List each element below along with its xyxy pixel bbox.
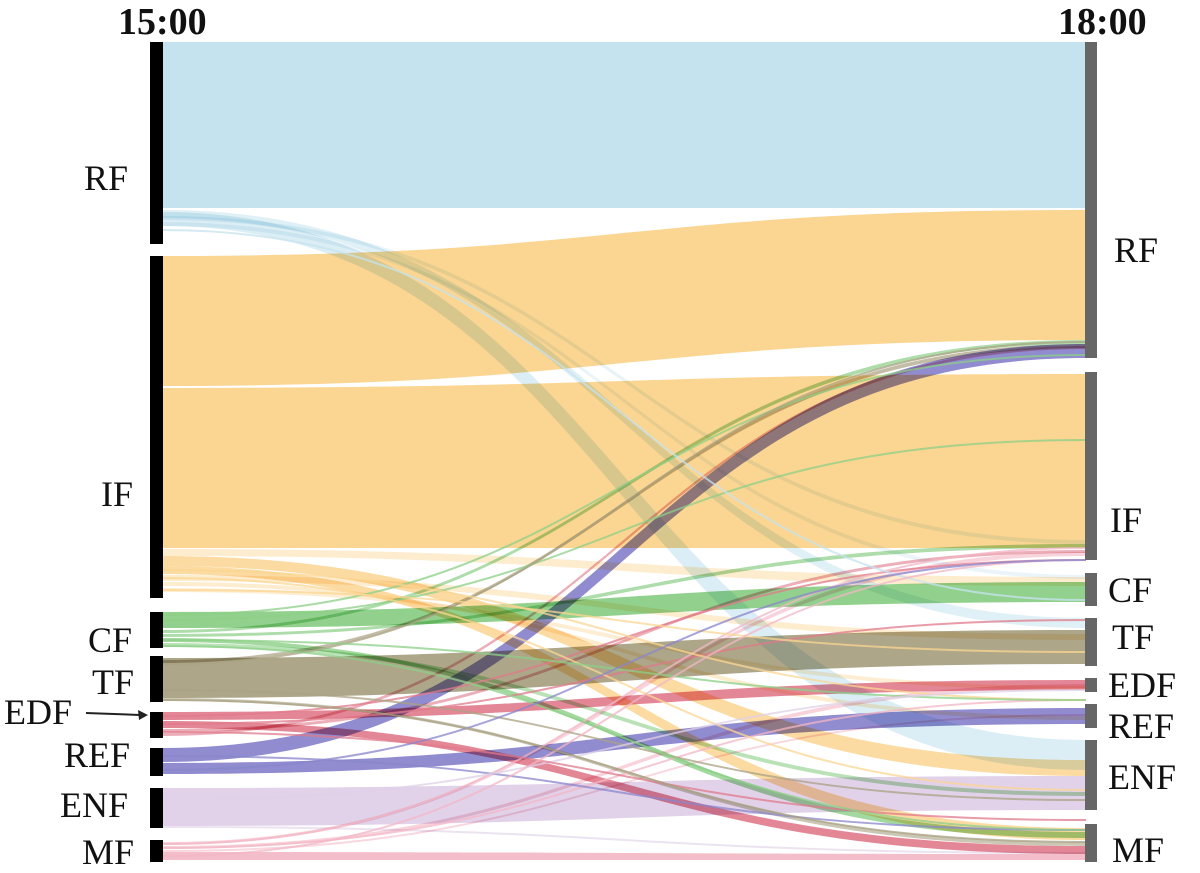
right-bar-mf: [1085, 824, 1097, 862]
flow-mf-to-if: [162, 552, 1086, 845]
thin-flow-enf: [161, 689, 1087, 801]
left-label-cf: CF: [88, 620, 133, 660]
right-bar-if: [1085, 372, 1097, 560]
flow-ref-to-ref: [162, 708, 1086, 774]
right-label-ref: REF: [1108, 706, 1175, 746]
thin-flow-edf: [161, 619, 1087, 725]
right-bar-tf: [1085, 618, 1097, 666]
left-bar-edf: [150, 712, 163, 738]
right-bar-cf: [1085, 573, 1097, 606]
left-bar-cf: [150, 612, 163, 648]
right-label-rf: RF: [1114, 230, 1159, 270]
thin-flow-ref: [161, 755, 1087, 831]
right-bar-enf: [1085, 740, 1097, 810]
node-bar-layer: [150, 42, 1097, 862]
flow-rf-to-rf: [162, 42, 1086, 208]
left-bar-ref: [150, 748, 163, 776]
flow-edf-to-rf: [162, 346, 1086, 736]
flow-cf-to-cf: [162, 582, 1086, 628]
right-bar-ref: [1085, 704, 1097, 728]
edf-pointer-arrow: [85, 710, 148, 720]
flow-layer: [161, 42, 1087, 860]
right-label-mf: MF: [1112, 830, 1165, 870]
left-label-enf: ENF: [60, 785, 129, 825]
thin-flow-edf: [161, 731, 1087, 821]
right-bar-edf: [1085, 678, 1097, 692]
thin-flow-edf: [161, 559, 1087, 717]
right-bar-rf: [1085, 42, 1097, 358]
thin-flow-cf: [161, 354, 1087, 616]
flow-cf-to-rf: [162, 340, 1086, 633]
time-label-left: 15:00: [118, 1, 207, 43]
flow-cf-to-enf: [162, 643, 1086, 796]
thin-flow-ref: [161, 559, 1087, 771]
right-label-enf: ENF: [1108, 757, 1177, 797]
thin-flow-mf: [161, 547, 1087, 845]
thin-flow-tf: [161, 341, 1087, 665]
left-bar-if: [150, 256, 163, 598]
thin-flow-if: [161, 589, 1087, 653]
left-label-if: IF: [101, 474, 134, 514]
flow-ref-to-rf: [162, 344, 1086, 762]
left-label-edf: EDF: [4, 692, 73, 732]
flow-mf-to-edf: [162, 684, 1086, 849]
thin-flow-if: [161, 569, 1087, 701]
flow-cf-to-if: [162, 544, 1086, 637]
time-label-right: 18:00: [1058, 1, 1147, 43]
left-bar-tf: [150, 656, 163, 702]
left-label-mf: MF: [82, 832, 135, 872]
left-label-ref: REF: [64, 735, 131, 775]
flow-mf-to-ref: [162, 714, 1086, 852]
flow-enf-to-mf: [162, 826, 1086, 854]
flow-if-to-if: [162, 374, 1086, 548]
left-bar-enf: [150, 788, 163, 828]
right-label-cf: CF: [1108, 570, 1153, 610]
thin-flow-cf: [161, 645, 1087, 831]
left-label-rf: RF: [84, 158, 129, 198]
right-label-if: IF: [1110, 500, 1143, 540]
flow-rf-to-if: [162, 216, 1086, 544]
left-bar-rf: [150, 42, 163, 244]
left-label-tf: TF: [92, 662, 135, 702]
flow-mf-to-mf: [162, 852, 1086, 860]
flow-if-to-rf: [162, 210, 1086, 386]
thin-flow-if: [161, 577, 1087, 791]
thin-flow-cf: [161, 439, 1087, 621]
right-label-tf: TF: [1112, 617, 1155, 657]
thin-flow-tf: [161, 699, 1087, 843]
right-label-edf: EDF: [1108, 665, 1177, 705]
thin-flow-mf: [161, 559, 1087, 857]
left-bar-mf: [150, 840, 163, 862]
flow-edf-to-if: [162, 550, 1086, 732]
